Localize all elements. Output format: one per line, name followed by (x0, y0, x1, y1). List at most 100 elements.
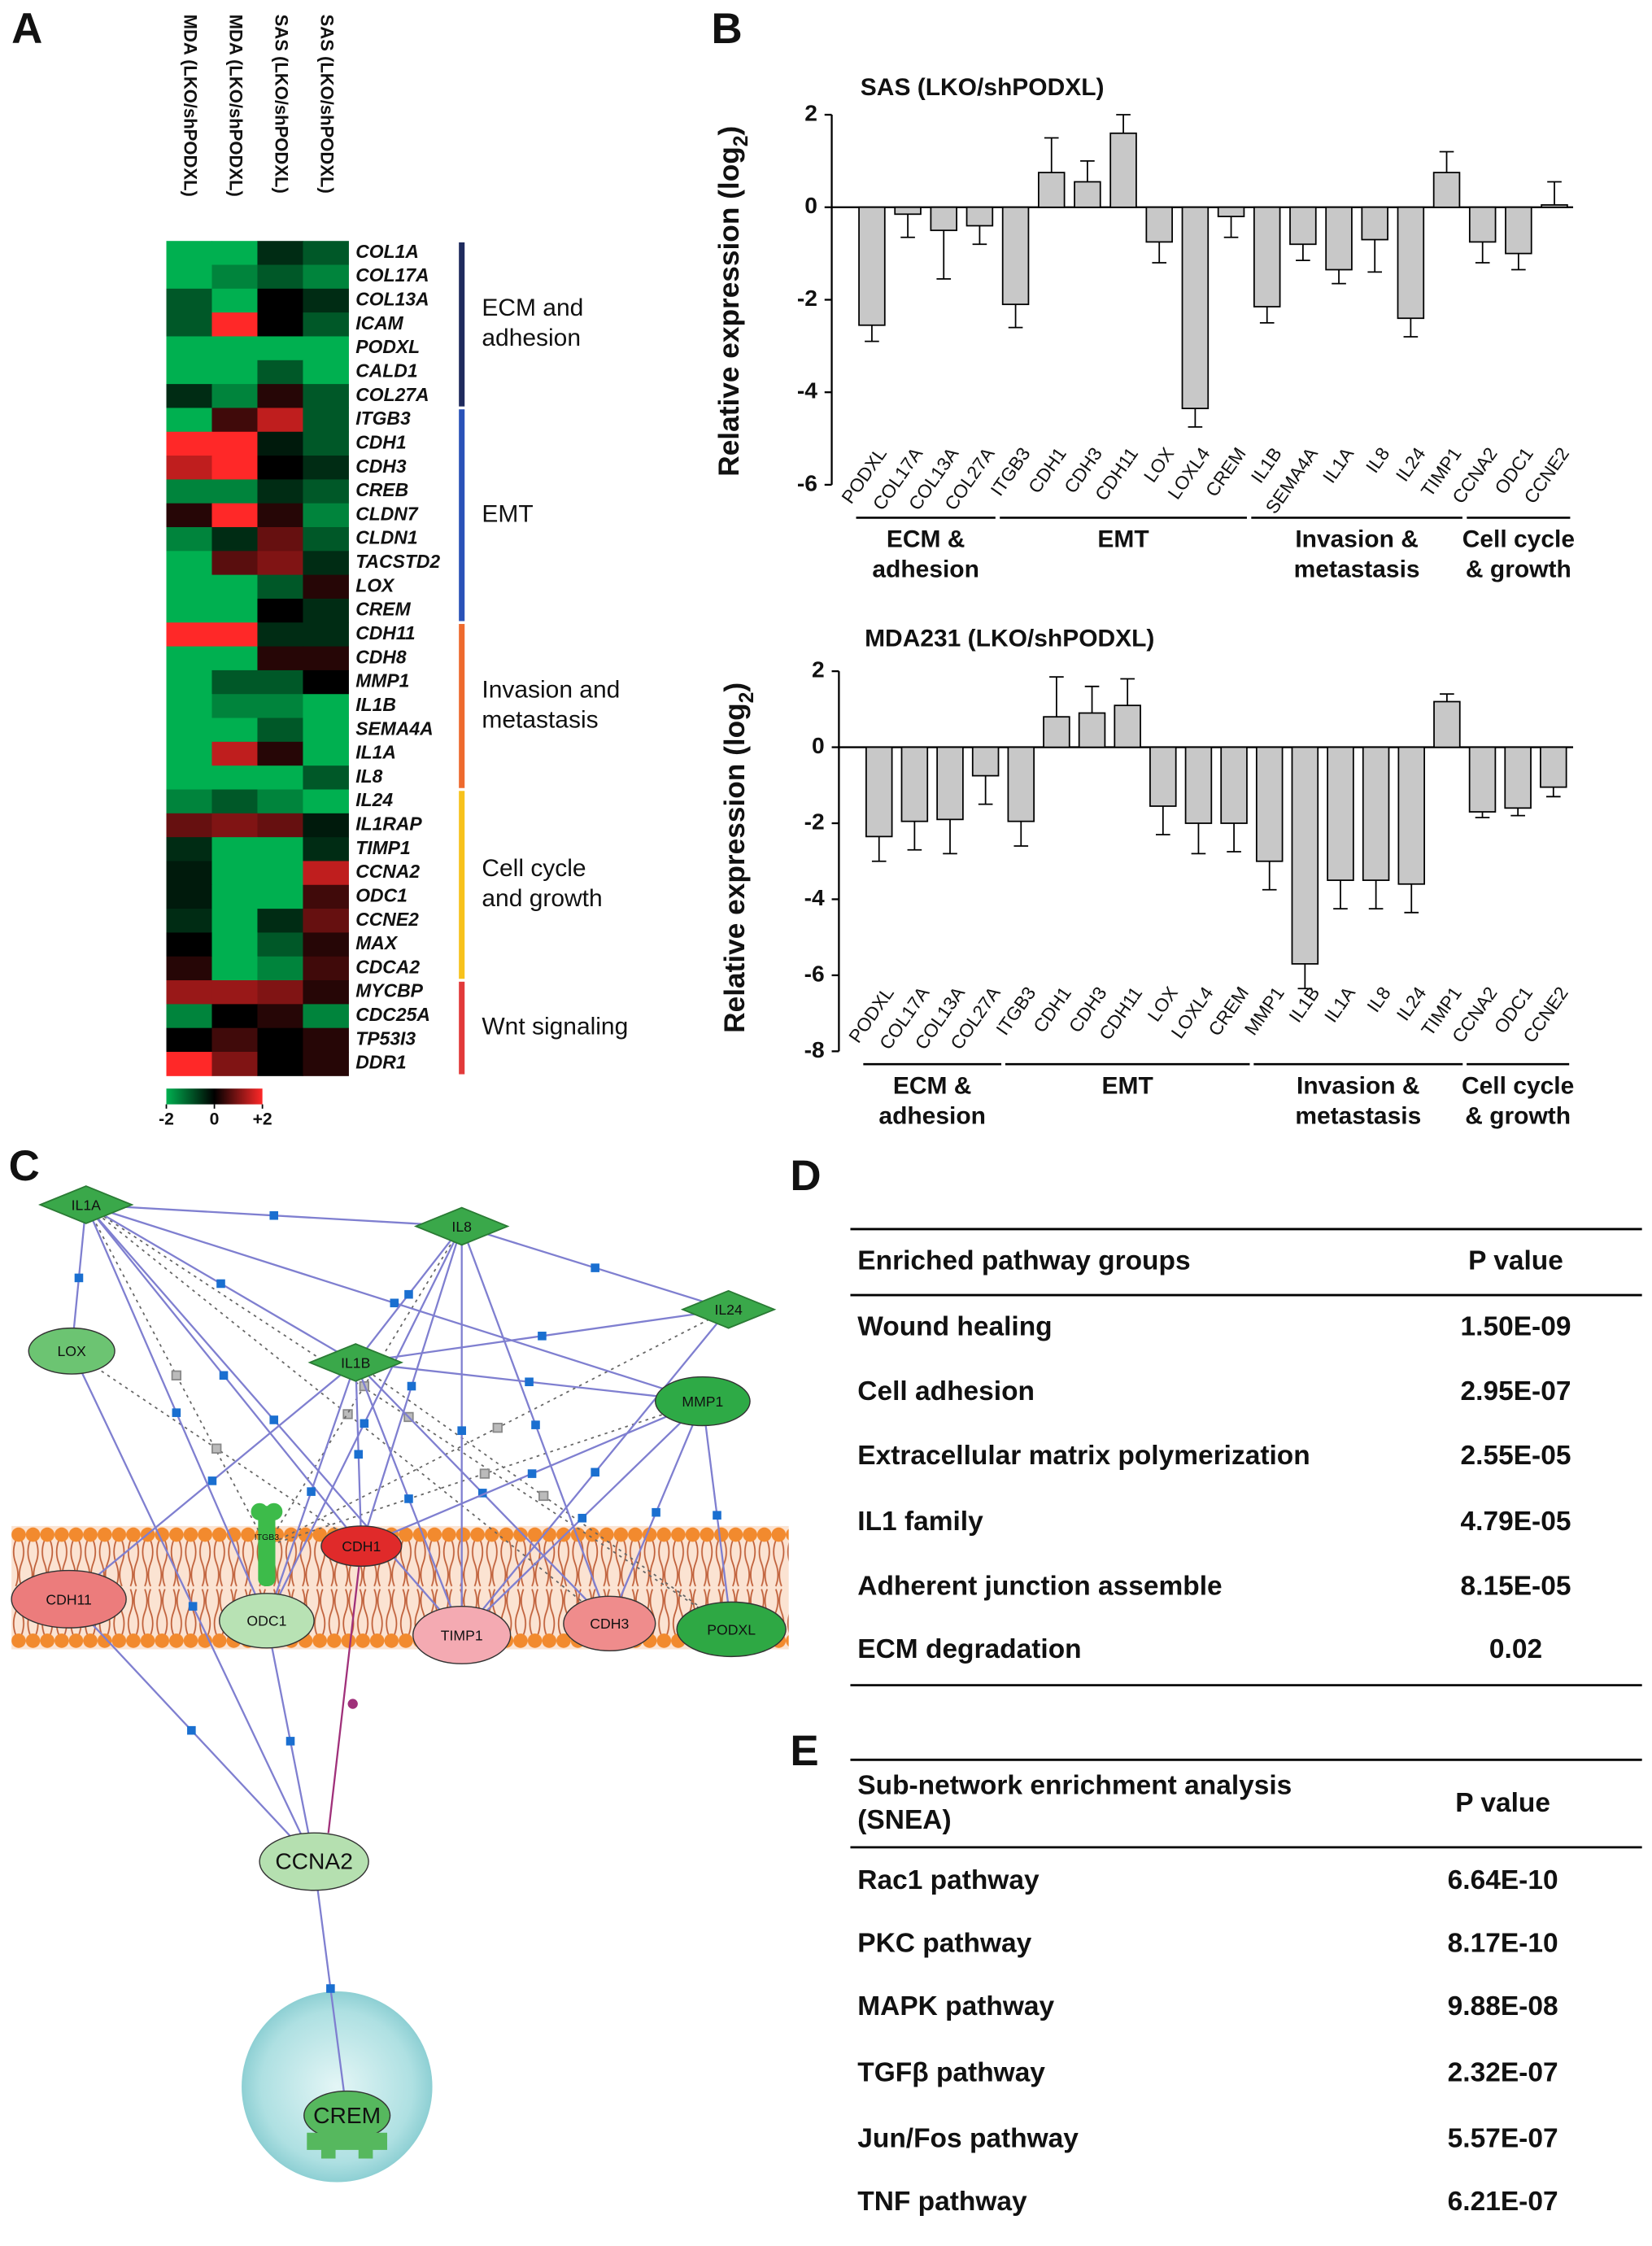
node-label: ODC1 (246, 1613, 286, 1629)
error-bar (1084, 685, 1100, 713)
error-bar (1120, 678, 1135, 706)
edge-marker (188, 1602, 198, 1611)
gene-label: TP53I3 (355, 1027, 416, 1049)
heatmap-cell (166, 1027, 213, 1053)
bar (1220, 746, 1248, 824)
error-bar (1188, 408, 1203, 428)
heatmap-cell (303, 1027, 349, 1053)
table-cell: 8.15E-05 (1461, 1572, 1571, 1602)
bar (1397, 206, 1425, 320)
heatmap-cell (303, 1052, 349, 1076)
heatmap-cell (303, 456, 349, 480)
heatmap-cell (166, 551, 213, 576)
table-cell: 6.64E-10 (1448, 1865, 1558, 1895)
edge-marker (360, 1419, 369, 1428)
heatmap-cell (303, 551, 349, 576)
heatmap-cell (303, 574, 349, 600)
heatmap-cell (303, 288, 349, 313)
heatmap-cell (211, 431, 258, 456)
node (38, 1185, 134, 1224)
heatmap-cell (303, 789, 349, 814)
bar (1541, 204, 1568, 208)
gene-label: CCNE2 (355, 909, 419, 930)
y-tick-label: -8 (804, 1036, 825, 1062)
heatmap-cell (257, 288, 303, 313)
edge-marker (326, 1984, 335, 1993)
node-label: IL1A (72, 1197, 102, 1213)
group-label: and growth (482, 885, 602, 912)
heatmap-cell (166, 932, 213, 957)
node-label: IL8 (451, 1219, 472, 1235)
edge-marker (578, 1513, 587, 1523)
table-header: Enriched pathway groups (857, 1245, 1190, 1276)
bar (1433, 700, 1461, 748)
gene-label: MYCBP (355, 980, 423, 1001)
error-bar (1080, 160, 1095, 182)
heatmap-cell (257, 694, 303, 719)
table-cell: 5.57E-07 (1448, 2123, 1558, 2153)
heatmap-cell (211, 312, 258, 337)
edge-marker (407, 1381, 416, 1391)
node-label: CDH11 (46, 1591, 91, 1607)
gene-label: CREB (355, 479, 408, 500)
heatmap-cell (257, 932, 303, 957)
node (413, 1206, 510, 1246)
node (563, 1595, 656, 1652)
heatmap-cell (303, 336, 349, 361)
table-cell: TNF pathway (857, 2187, 1027, 2217)
chart-title: SAS (LKO/shPODXL) (861, 74, 1105, 101)
heatmap-cell (303, 598, 349, 623)
error-bar (1475, 811, 1490, 818)
node-label: CCNA2 (275, 1848, 353, 1874)
gene-label: IL1RAP (355, 813, 422, 835)
heatmap-cell (211, 527, 258, 552)
x-tick-label: IL1B (1284, 983, 1323, 1027)
y-axis-label-part: 2 (736, 692, 758, 704)
y-tick-label: -6 (797, 469, 817, 495)
edge-marker (477, 1489, 487, 1498)
gene-label: TIMP1 (355, 837, 410, 858)
x-tick-label: IL1A (1319, 443, 1358, 486)
edge-marker (538, 1332, 547, 1341)
network-edge (327, 1546, 363, 1834)
table-cell: 2.55E-05 (1461, 1441, 1571, 1471)
gene-label: IL1B (355, 694, 396, 715)
error-bar (978, 775, 993, 805)
heatmap-cell (211, 789, 258, 814)
heatmap-cell (166, 741, 213, 766)
receptor-head (265, 1502, 283, 1520)
edge-marker (538, 1490, 549, 1502)
y-axis-label: Relative expression (log2) (713, 126, 752, 477)
group-label: Cell cycle (1462, 1072, 1574, 1099)
bar (1037, 172, 1066, 208)
heatmap-cell (303, 765, 349, 791)
gene-label: LOX (355, 574, 395, 595)
bar (1325, 206, 1353, 271)
group-label: EMT (1097, 526, 1149, 553)
heatmap-cell (257, 264, 303, 290)
heatmap-cell (166, 909, 213, 933)
group-label: ECM and (482, 294, 583, 321)
chart-title: MDA231 (LKO/shPODXL) (865, 625, 1154, 652)
heatmap-cell (303, 932, 349, 957)
heatmap-cell (166, 789, 213, 814)
bar (1001, 206, 1030, 306)
edge-marker (207, 1476, 217, 1485)
error-bar (936, 230, 952, 280)
heatmap-cell (211, 574, 258, 600)
y-axis-label-part: 2 (730, 135, 752, 146)
edge-marker (187, 1725, 196, 1735)
error-bar (1262, 861, 1277, 891)
heatmap-cell (166, 884, 213, 909)
heatmap-cell (303, 861, 349, 886)
gene-label: IL24 (355, 789, 393, 810)
node-label: IL24 (714, 1302, 743, 1318)
table-cell: Cell adhesion (857, 1376, 1035, 1406)
heatmap-cell (303, 479, 349, 504)
error-bar (972, 225, 987, 246)
table-cell: Jun/Fos pathway (857, 2123, 1079, 2153)
heatmap-cell (211, 980, 258, 1005)
heatmap-cell (257, 765, 303, 791)
bar (858, 206, 886, 326)
heatmap-cell (257, 1052, 303, 1076)
